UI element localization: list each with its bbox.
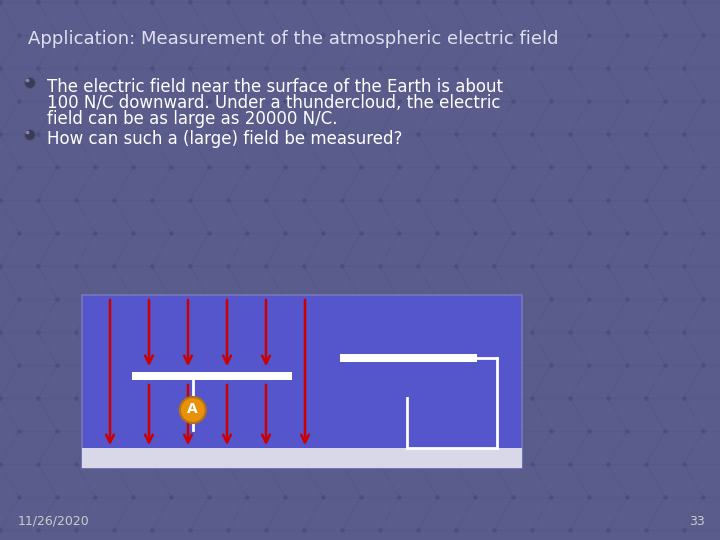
Text: A: A bbox=[187, 402, 198, 416]
Text: 100 N/C downward. Under a thundercloud, the electric: 100 N/C downward. Under a thundercloud, … bbox=[47, 94, 500, 112]
Text: How can such a (large) field be measured?: How can such a (large) field be measured… bbox=[47, 130, 402, 148]
Ellipse shape bbox=[180, 397, 206, 423]
Bar bbox=[82, 295, 522, 468]
Bar bbox=[132, 372, 292, 380]
Ellipse shape bbox=[24, 130, 35, 140]
Text: The electric field near the surface of the Earth is about: The electric field near the surface of t… bbox=[47, 78, 503, 96]
Ellipse shape bbox=[25, 79, 30, 82]
Bar bbox=[340, 354, 477, 362]
Text: 33: 33 bbox=[689, 515, 705, 528]
Ellipse shape bbox=[25, 131, 30, 134]
Text: Application: Measurement of the atmospheric electric field: Application: Measurement of the atmosphe… bbox=[28, 30, 559, 48]
Text: 11/26/2020: 11/26/2020 bbox=[18, 515, 90, 528]
Bar bbox=[82, 448, 522, 468]
Text: field can be as large as 20000 N/C.: field can be as large as 20000 N/C. bbox=[47, 110, 338, 128]
Ellipse shape bbox=[24, 78, 35, 89]
